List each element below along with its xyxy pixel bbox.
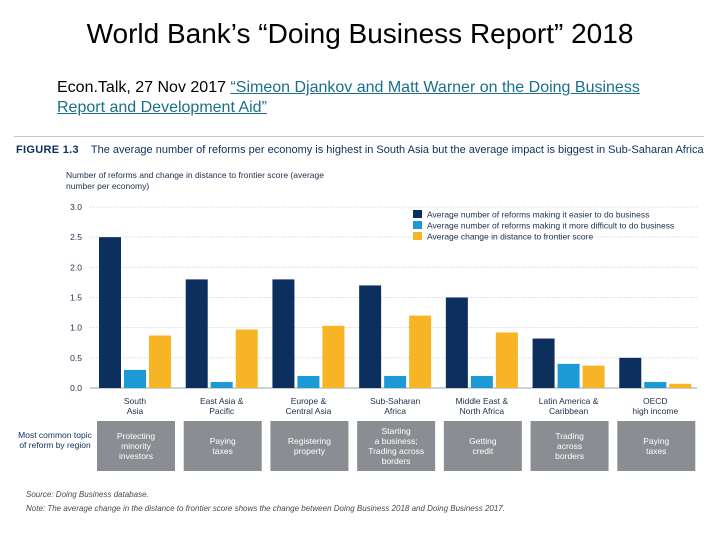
x-tick-label: East Asia & Pacific — [200, 396, 244, 416]
reform-topic-label: Registering property — [288, 436, 331, 456]
figure-header: FIGURE 1.3 The average number of reforms … — [16, 144, 716, 156]
bar — [210, 381, 233, 388]
bar — [384, 375, 407, 388]
legend-label: Average number of reforms making it easi… — [427, 210, 649, 220]
bar — [669, 383, 692, 388]
reform-topic-box — [357, 421, 436, 471]
bar — [409, 315, 432, 388]
y-tick-label: 3.0 — [70, 202, 82, 212]
reform-topic-label: Paying taxes — [643, 436, 669, 456]
legend-label: Average change in distance to frontier s… — [427, 232, 593, 242]
legend-swatch — [413, 210, 422, 218]
bar — [322, 325, 345, 388]
legend-swatch — [413, 232, 422, 240]
bar — [124, 369, 146, 388]
reform-topic-box — [530, 421, 609, 471]
reform-topic-label: Protecting minority investors — [117, 431, 156, 461]
bar — [470, 375, 493, 388]
bar — [359, 285, 382, 388]
reform-row-label: Most common topic of reform by region — [18, 430, 92, 450]
figure-source: Source: Doing Business database. — [26, 490, 149, 499]
y-tick-label: 0.0 — [70, 383, 82, 393]
bar — [619, 357, 642, 388]
reform-topic-box — [97, 421, 175, 471]
reform-topic-label: Paying taxes — [210, 436, 236, 456]
x-tick-label: South Asia — [124, 396, 146, 416]
x-tick-label: Latin America & Caribbean — [539, 396, 599, 416]
figure-number: FIGURE 1.3 — [16, 144, 79, 156]
bar — [582, 365, 605, 388]
subtitle-source: Econ.Talk, 27 Nov 2017 — [57, 79, 231, 96]
bar — [272, 279, 295, 388]
reform-topic-box — [270, 421, 349, 471]
y-tick-label: 2.5 — [70, 232, 82, 242]
podcast-link[interactable]: “Simeon Djankov and Matt Warner on the D… — [57, 79, 640, 116]
bar — [185, 279, 208, 388]
reform-topic-label: Trading across borders — [555, 431, 584, 461]
y-tick-label: 1.5 — [70, 293, 82, 303]
y-tick-label: 1.0 — [70, 323, 82, 333]
y-axis-title: Number of reforms and change in distance… — [66, 170, 324, 191]
bar — [495, 332, 518, 388]
bar — [149, 335, 171, 388]
bar — [297, 375, 320, 388]
y-tick-label: 0.5 — [70, 353, 82, 363]
bar — [99, 237, 121, 388]
slide-title: World Bank’s “Doing Business Report” 201… — [86, 18, 634, 49]
x-tick-label: Sub-Saharan Africa — [370, 396, 420, 416]
bar — [532, 338, 555, 388]
y-tick-label: 2.0 — [70, 262, 82, 272]
reform-topic-box — [183, 421, 262, 471]
x-tick-label: Middle East & North Africa — [456, 396, 509, 416]
figure-caption: The average number of reforms per econom… — [90, 144, 704, 156]
bar — [445, 297, 468, 388]
figure-note: Note: The average change in the distance… — [26, 504, 505, 513]
x-tick-label: Europe & Central Asia — [286, 396, 332, 416]
reform-topic-label: Starting a business; Trading across borders — [368, 426, 424, 466]
x-tick-label: OECD high income — [632, 396, 678, 416]
figure-top-rule — [14, 136, 704, 137]
bar — [557, 363, 580, 388]
reform-topic-label: Getting credit — [469, 436, 497, 456]
legend-label: Average number of reforms making it more… — [427, 221, 674, 231]
reform-topic-box — [443, 421, 522, 471]
reform-topic-box — [617, 421, 696, 471]
legend-swatch — [413, 221, 422, 229]
subtitle: Econ.Talk, 27 Nov 2017 “Simeon Djankov a… — [57, 78, 677, 118]
bar — [644, 381, 667, 388]
bar — [235, 329, 258, 388]
